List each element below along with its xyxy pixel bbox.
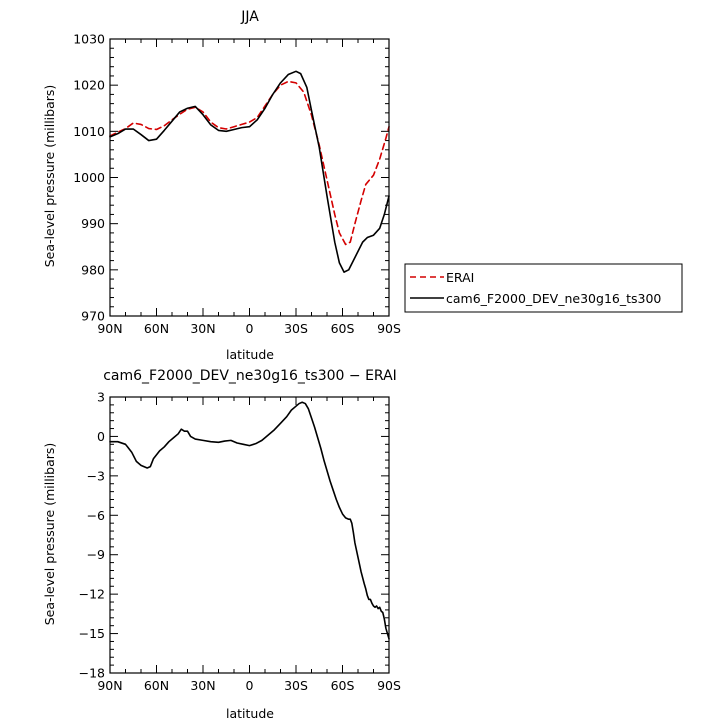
top-plot-frame [109, 38, 390, 317]
top-y-tick-label: 970 [81, 309, 105, 324]
top-series [109, 70, 390, 273]
top-x-axis-label: latitude [226, 347, 274, 362]
bottom-x-tick-label: 30N [190, 678, 215, 693]
top-series-line-0 [109, 80, 390, 246]
top-x-tick-label: 60S [331, 321, 355, 336]
legend: ERAI cam6_F2000_DEV_ne30g16_ts300 [404, 263, 683, 313]
legend-erai-label: ERAI [446, 270, 474, 285]
bottom-axis-ticks: 90N 60N 30N 0 30S 60S 90S 3 0 −3 −6 −9 −12 −15 −18 [79, 390, 401, 694]
top-x-tick-label: 60N [144, 321, 169, 336]
top-x-tick-label: 30S [284, 321, 308, 336]
bottom-y-axis-label: Sea-level pressure (millibars) [42, 443, 57, 626]
bottom-y-tick-label: 3 [97, 390, 105, 405]
bottom-chart-title: cam6_F2000_DEV_ne30g16_ts300 − ERAI [103, 368, 397, 384]
top-chart-title: JJA [240, 9, 259, 25]
bottom-y-tick-label: −15 [79, 626, 105, 641]
top-panel: JJA Sea-level pressure (millibars) latit… [42, 9, 401, 362]
top-axis-ticks: 90N 60N 30N 0 30S 60S 90S 970 980 990 1000 1010 1020… [73, 32, 401, 337]
top-y-tick-label: 1010 [73, 124, 105, 139]
top-y-tick-label: 1020 [73, 78, 105, 93]
bottom-x-tick-label: 90S [377, 678, 401, 693]
bottom-y-tick-label: −12 [79, 587, 105, 602]
top-y-tick-label: 990 [81, 216, 105, 231]
top-y-tick-label: 1030 [73, 32, 105, 47]
bottom-x-axis-label: latitude [226, 706, 274, 721]
legend-box [404, 263, 683, 313]
bottom-x-tick-label: 30S [284, 678, 308, 693]
bottom-y-tick-label: −18 [79, 666, 105, 681]
top-x-tick-label: 90N [97, 321, 122, 336]
bottom-panel: cam6_F2000_DEV_ne30g16_ts300 − ERAI Sea-… [42, 368, 401, 721]
bottom-x-tick-label: 60S [331, 678, 355, 693]
top-x-tick-label: 90S [377, 321, 401, 336]
bottom-series-line-0 [109, 401, 390, 640]
bottom-plot-frame [109, 396, 390, 674]
top-y-axis-label: Sea-level pressure (millibars) [42, 85, 57, 268]
bottom-y-tick-label: −3 [87, 468, 105, 483]
bottom-x-tick-label: 90N [97, 678, 122, 693]
bottom-y-tick-label: −9 [87, 547, 105, 562]
bottom-series [109, 401, 390, 640]
top-y-tick-label: 980 [81, 262, 105, 277]
bottom-y-tick-label: 0 [97, 429, 105, 444]
top-x-tick-label: 30N [190, 321, 215, 336]
top-series-line-1 [109, 70, 390, 273]
legend-cam6-label: cam6_F2000_DEV_ne30g16_ts300 [446, 291, 661, 306]
bottom-x-tick-label: 60N [144, 678, 169, 693]
bottom-x-tick-label: 0 [246, 678, 254, 693]
bottom-y-tick-label: −6 [87, 508, 105, 523]
top-y-tick-label: 1000 [73, 170, 105, 185]
top-x-tick-label: 0 [246, 321, 254, 336]
